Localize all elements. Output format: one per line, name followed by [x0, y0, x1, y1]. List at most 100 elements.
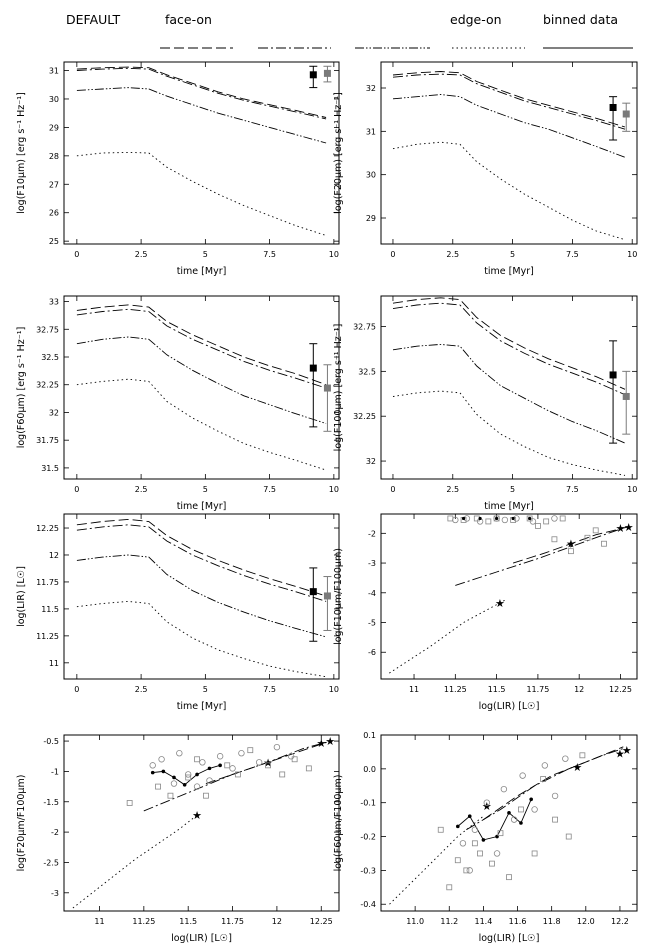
- p7-binned-point: [172, 775, 176, 780]
- p8-binned-point: [481, 838, 486, 842]
- p6-series-dashdot: [455, 526, 626, 586]
- p1-series-dash: [76, 66, 327, 118]
- p7-square-marker: [305, 765, 312, 772]
- p2-xtick-label: 10: [627, 250, 637, 259]
- p6-square-marker: [568, 548, 574, 555]
- p6-series-dot: [389, 599, 506, 674]
- p3-ytick-label: 33: [49, 298, 59, 307]
- p7-series-dot: [72, 814, 198, 909]
- p6-square-marker: [485, 518, 492, 525]
- p4-errbar-marker-black: [609, 371, 617, 379]
- p7-circle-marker: [287, 753, 295, 760]
- p6-ytick-label: -6: [368, 648, 376, 657]
- p7-xtick-label: 11.25: [132, 917, 155, 926]
- p8-circle-marker: [466, 867, 473, 874]
- p3-errbar-marker-gray: [323, 384, 331, 392]
- p4-xtick-label: 5: [510, 485, 515, 494]
- p7-ytick-label: -0.5: [43, 737, 59, 746]
- p7-square-marker: [291, 756, 298, 763]
- p8-circle-marker: [531, 806, 538, 813]
- p6-xtick-label: 12: [574, 685, 584, 694]
- p8-ytick-label: 0.0: [363, 765, 376, 774]
- p1-ylabel: log(F10μm) [erg s⁻¹ Hz⁻¹]: [16, 92, 27, 214]
- p7-binned-point: [161, 769, 166, 774]
- p7-star-marker: ★: [325, 735, 335, 748]
- p8-xtick-label: 11.6: [509, 917, 527, 926]
- p6-ytick-label: -5: [368, 619, 376, 628]
- p1-xtick-label: 0: [74, 250, 79, 259]
- legend-label-face-on: face-on: [165, 12, 212, 27]
- p8-xtick-label: 11.8: [543, 917, 561, 926]
- p8-xtick-label: 11.4: [474, 917, 492, 926]
- p8-ytick-label: -0.1: [360, 799, 376, 808]
- p7-circle-marker: [255, 759, 263, 766]
- p7-circle-marker: [170, 780, 178, 787]
- p3-series-dashdotdot: [76, 336, 327, 424]
- p1-frame: [63, 61, 340, 245]
- p8-series-dashdot: [466, 748, 624, 831]
- p3-ytick-label: 32.75: [36, 325, 59, 334]
- p2-ytick-label: 30: [366, 171, 376, 180]
- p8-square-marker: [540, 776, 547, 782]
- p1-xlabel: time [Myr]: [177, 266, 227, 277]
- p6-circle-marker: [493, 515, 500, 522]
- p6-xtick-label: 11.75: [526, 685, 549, 694]
- p2-xtick-label: 0: [390, 250, 395, 259]
- p1-xtick-label: 7.5: [263, 250, 276, 259]
- p3-series-dot: [76, 378, 327, 471]
- p7-circle-marker: [199, 759, 206, 766]
- p5-frame: [63, 513, 340, 680]
- p4-xlabel: time [Myr]: [484, 501, 534, 512]
- p8-binned-point: [456, 824, 460, 829]
- p7-ytick-label: -2.5: [43, 858, 59, 867]
- p7-xtick-label: 11.5: [179, 917, 197, 926]
- p6-square-marker: [601, 540, 607, 547]
- p7-circle-marker: [238, 750, 245, 757]
- p6-square-marker: [551, 536, 558, 543]
- p8-xtick-label: 12.0: [577, 917, 595, 926]
- p2-series-dashdotdot: [392, 94, 626, 158]
- p7-circle-marker: [193, 783, 201, 790]
- p8-circle-marker: [500, 785, 508, 793]
- p6-ytick-label: -3: [368, 559, 376, 568]
- p8-circle-marker: [519, 772, 526, 779]
- p8-circle-marker: [471, 826, 479, 833]
- p7-square-marker: [155, 783, 161, 790]
- p6-square-marker: [592, 527, 599, 534]
- p7-square-marker: [194, 756, 200, 763]
- p4-series-dashdot: [392, 302, 626, 396]
- p5-xlabel: time [Myr]: [177, 701, 227, 712]
- p8-square-marker: [454, 857, 461, 864]
- p4-ytick-label: 32: [366, 457, 376, 466]
- p8-square-marker: [471, 840, 478, 847]
- p7-circle-marker: [158, 756, 165, 763]
- p1-series-dashdotdot: [76, 87, 327, 144]
- p8-square-marker: [463, 867, 470, 874]
- p2-series-dashdot: [392, 73, 626, 130]
- p4-errbar-marker-gray: [622, 392, 630, 400]
- p8-square-marker: [489, 860, 495, 867]
- p8-square-marker: [437, 826, 444, 833]
- p8-ytick-label: 0.1: [363, 731, 376, 740]
- p3-xtick-label: 10: [329, 485, 339, 494]
- p7-binned-point: [182, 782, 187, 787]
- p2-xtick-label: 5: [510, 250, 515, 259]
- p7-ylabel: log(F20μm/F100μm): [16, 775, 27, 872]
- p1-ytick-label: 29: [49, 123, 59, 132]
- p8-square-marker: [506, 874, 512, 881]
- p1-xtick-label: 10: [329, 250, 339, 259]
- p7-square-marker: [279, 771, 286, 778]
- p6-series-dash: [512, 526, 629, 564]
- p6-star-marker: ★: [624, 521, 634, 534]
- p4-series-dash: [392, 297, 626, 390]
- p5-panel: 0 2.5 5 7.5 10 11 11.25 11.5 11.75 12 12.25 time [M…: [16, 513, 340, 712]
- p6-dot-marker: [461, 516, 466, 521]
- p5-xtick-label: 10: [329, 685, 339, 694]
- p6-star-marker: ★: [616, 522, 626, 535]
- p7-square-marker: [265, 762, 271, 769]
- p6-star-marker: ★: [566, 538, 576, 551]
- p1-ytick-label: 26: [49, 209, 59, 218]
- p4-xtick-label: 0: [390, 485, 395, 494]
- p4-frame: [380, 295, 638, 480]
